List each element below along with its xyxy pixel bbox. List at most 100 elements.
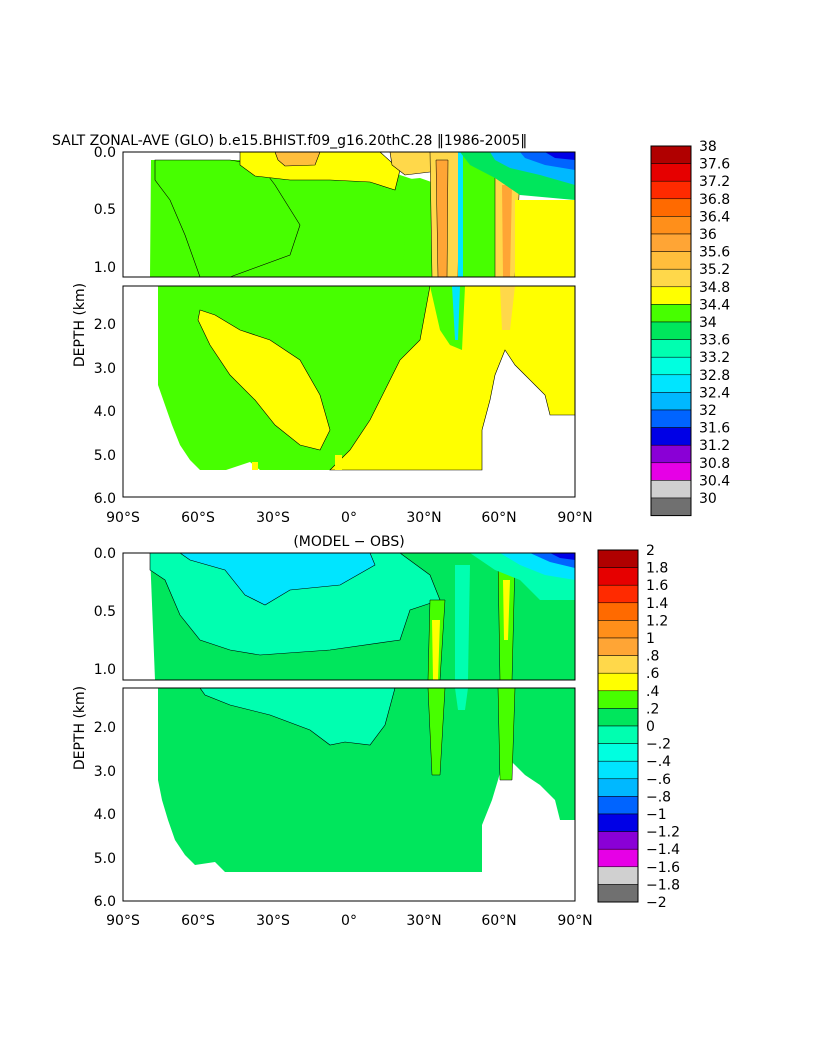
- colorbar-label: 36.8: [699, 192, 730, 208]
- x-tick-label: 30°N: [406, 913, 441, 929]
- y-tick-label: 4.0: [94, 807, 116, 823]
- colorbar-swatch: [650, 268, 692, 288]
- colorbar-label: 1.8: [646, 561, 668, 577]
- colorbar-label: 35.2: [699, 262, 730, 278]
- y-axis-lower: 2.0 3.0 4.0 5.0 6.0: [94, 720, 116, 910]
- y-tick-label: 2.0: [94, 317, 116, 333]
- colorbar-swatch: [597, 549, 639, 568]
- colorbar-label: −.6: [646, 772, 671, 788]
- colorbar-label: 36.4: [699, 209, 730, 225]
- lower-section-frame: [122, 285, 576, 498]
- colorbar-swatch: [650, 409, 692, 428]
- colorbar-label: 37.6: [699, 157, 730, 173]
- y-axis-upper: 0.0 0.5 1.0: [94, 145, 116, 276]
- colorbar-swatch: [597, 725, 639, 744]
- colorbar-swatch: [650, 163, 692, 182]
- colorbar-swatch: [650, 356, 692, 376]
- colorbar-label: −1: [646, 807, 667, 823]
- upper-section-frame: [122, 552, 576, 681]
- colorbar-label: 33.6: [699, 333, 730, 349]
- y-tick-label: 2.0: [94, 720, 116, 736]
- upper-section-frame: [122, 151, 576, 278]
- colorbar-swatch: [597, 760, 639, 780]
- y-tick-label: 0.0: [94, 546, 116, 562]
- x-tick-label: 60°N: [481, 510, 516, 526]
- upper-section-field: [123, 152, 575, 277]
- colorbar-swatch: [597, 690, 639, 709]
- y-tick-label: 5.0: [94, 851, 116, 867]
- colorbar-label: 38: [699, 139, 717, 155]
- y-tick-label: 0.0: [94, 145, 116, 161]
- chart-title: SALT ZONAL-AVE (GLO) b.e15.BHIST.f09_g16…: [52, 133, 527, 149]
- colorbar-label: 31.6: [699, 421, 730, 437]
- x-tick-label: 60°N: [481, 913, 516, 929]
- colorbar-label: −.4: [646, 754, 671, 770]
- lower-section-field: [123, 286, 575, 497]
- colorbar-label: .2: [646, 701, 659, 717]
- y-tick-label: 1.0: [94, 260, 116, 276]
- colorbar-swatch: [597, 831, 639, 850]
- colorbar-swatch: [650, 180, 692, 200]
- colorbar-label: .6: [646, 666, 659, 682]
- x-tick-label: 90°S: [106, 913, 140, 929]
- colorbar-swatch: [650, 497, 692, 516]
- y-tick-label: 4.0: [94, 404, 116, 420]
- colorbar-label: 32.8: [699, 368, 730, 384]
- salinity-panel: SALT ZONAL-AVE (GLO) b.e15.BHIST.f09_g16…: [52, 133, 730, 526]
- colorbar-swatch: [597, 778, 639, 797]
- colorbar-swatch: [650, 444, 692, 464]
- colorbar-swatch: [597, 672, 639, 692]
- colorbar-frame: [650, 145, 692, 517]
- colorbar-label: 34.4: [699, 297, 730, 313]
- x-tick-label: 0°: [341, 510, 357, 526]
- colorbar-label: 33.2: [699, 350, 730, 366]
- colorbar-swatch: [597, 848, 639, 868]
- x-tick-label: 90°N: [557, 510, 592, 526]
- colorbar-label: 2: [646, 543, 655, 559]
- colorbar-label: −1.6: [646, 860, 680, 876]
- colorbar-swatch: [597, 866, 639, 885]
- y-tick-label: 1.0: [94, 662, 116, 678]
- colorbar-label: 35.6: [699, 245, 730, 261]
- colorbar-label: 32: [699, 403, 717, 419]
- colorbar-swatch: [597, 637, 639, 656]
- colorbar-swatch: [650, 216, 692, 235]
- y-axis-label: DEPTH (km): [72, 686, 88, 770]
- colorbar-swatch: [597, 602, 639, 621]
- colorbar-swatch: [650, 480, 692, 499]
- x-tick-label: 60°S: [181, 913, 215, 929]
- upper-section-field: [123, 553, 575, 680]
- colorbar-swatch: [650, 304, 692, 323]
- x-tick-label: 30°S: [256, 510, 290, 526]
- colorbar-swatch: [650, 286, 692, 305]
- x-tick-label: 90°N: [557, 913, 592, 929]
- y-tick-label: 6.0: [94, 491, 116, 507]
- colorbar-label: 1: [646, 631, 655, 647]
- colorbar-swatch: [597, 584, 639, 604]
- x-tick-label: 60°S: [181, 510, 215, 526]
- colorbar-swatch: [597, 620, 639, 639]
- chart-title: (MODEL − OBS): [293, 534, 404, 550]
- colorbar-label: 30.8: [699, 456, 730, 472]
- colorbar-swatch: [650, 427, 692, 446]
- colorbar-swatch: [597, 743, 639, 762]
- colorbar: 38 37.637.2 36.836.4 36 35.635.2 34.834.4 34 33…: [650, 139, 730, 517]
- y-axis-label: DEPTH (km): [72, 283, 88, 367]
- colorbar-label: −1.4: [646, 842, 680, 858]
- x-tick-label: 90°S: [106, 510, 140, 526]
- y-axis-upper: 0.0 0.5 1.0: [94, 546, 116, 678]
- colorbar-label: 30: [699, 491, 717, 507]
- colorbar-label: 32.4: [699, 385, 730, 401]
- colorbar-label: 1.6: [646, 578, 668, 594]
- colorbar-swatch: [650, 145, 692, 164]
- colorbar: 21.81.61.41.21.8.6.4.20−.2−.4−.6−.8−1−1.…: [597, 543, 680, 911]
- colorbar-swatch: [650, 233, 692, 252]
- colorbar-swatch: [597, 884, 639, 903]
- colorbar-label: −.2: [646, 737, 671, 753]
- colorbar-swatch: [650, 251, 692, 270]
- colorbar-label: 1.4: [646, 596, 668, 612]
- colorbar-swatch: [597, 708, 639, 727]
- y-tick-label: 0.5: [94, 202, 116, 218]
- x-tick-label: 30°S: [256, 913, 290, 929]
- colorbar-label: −1.2: [646, 825, 680, 841]
